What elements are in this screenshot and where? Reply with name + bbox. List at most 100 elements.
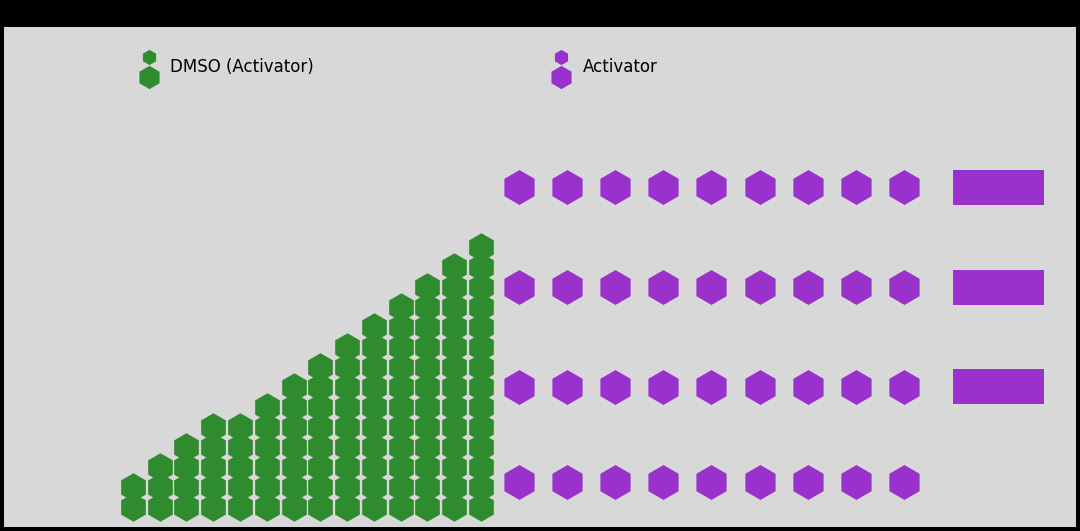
Point — [178, 483, 195, 491]
Point — [510, 477, 527, 486]
Point — [392, 402, 409, 411]
Point — [285, 503, 302, 511]
Point — [419, 463, 436, 471]
Point — [848, 383, 865, 391]
Point — [285, 483, 302, 491]
Point — [510, 283, 527, 292]
Point — [365, 443, 382, 451]
Point — [510, 183, 527, 191]
Bar — [953, 270, 1043, 305]
Point — [392, 483, 409, 491]
Point — [312, 463, 329, 471]
Point — [140, 73, 158, 81]
Point — [419, 423, 436, 431]
Point — [312, 483, 329, 491]
Point — [553, 53, 570, 62]
Point — [204, 483, 221, 491]
Point — [312, 443, 329, 451]
Point — [472, 463, 489, 471]
Point — [472, 283, 489, 292]
Point — [285, 463, 302, 471]
Point — [312, 503, 329, 511]
Point — [446, 383, 463, 391]
Point — [204, 463, 221, 471]
Point — [338, 483, 355, 491]
Point — [703, 477, 720, 486]
Point — [654, 283, 672, 292]
Point — [799, 183, 816, 191]
Point — [231, 463, 248, 471]
Point — [446, 323, 463, 331]
Point — [204, 423, 221, 431]
Point — [258, 443, 275, 451]
Point — [446, 263, 463, 271]
Point — [419, 402, 436, 411]
Point — [446, 303, 463, 311]
Point — [419, 283, 436, 292]
Point — [606, 283, 623, 292]
Point — [365, 342, 382, 351]
Point — [419, 303, 436, 311]
Point — [446, 283, 463, 292]
Point — [419, 483, 436, 491]
Point — [258, 503, 275, 511]
Point — [338, 463, 355, 471]
Point — [799, 477, 816, 486]
Point — [231, 423, 248, 431]
Point — [558, 477, 576, 486]
Point — [392, 443, 409, 451]
Point — [140, 53, 158, 62]
Point — [472, 243, 489, 251]
Point — [392, 503, 409, 511]
Point — [124, 503, 141, 511]
Point — [365, 323, 382, 331]
Point — [419, 443, 436, 451]
Point — [392, 323, 409, 331]
Point — [285, 383, 302, 391]
Point — [606, 183, 623, 191]
Point — [365, 383, 382, 391]
Point — [895, 183, 913, 191]
Point — [392, 423, 409, 431]
Point — [558, 183, 576, 191]
Point — [392, 303, 409, 311]
Point — [365, 483, 382, 491]
Point — [365, 503, 382, 511]
Point — [338, 402, 355, 411]
Point — [204, 503, 221, 511]
Point — [204, 443, 221, 451]
Point — [472, 443, 489, 451]
Point — [178, 503, 195, 511]
Text: Activator: Activator — [583, 58, 658, 76]
Point — [703, 183, 720, 191]
Point — [285, 443, 302, 451]
Point — [419, 383, 436, 391]
Point — [419, 342, 436, 351]
Bar — [953, 370, 1043, 405]
Bar — [953, 169, 1043, 204]
Point — [472, 383, 489, 391]
Point — [231, 443, 248, 451]
Point — [285, 423, 302, 431]
Point — [338, 503, 355, 511]
Point — [799, 283, 816, 292]
Point — [285, 402, 302, 411]
Point — [392, 363, 409, 371]
Point — [231, 503, 248, 511]
Point — [848, 183, 865, 191]
Point — [472, 263, 489, 271]
Point — [365, 423, 382, 431]
Point — [151, 483, 168, 491]
Point — [895, 477, 913, 486]
Point — [472, 323, 489, 331]
Point — [258, 483, 275, 491]
Point — [553, 73, 570, 81]
Point — [178, 443, 195, 451]
Point — [338, 342, 355, 351]
Point — [419, 503, 436, 511]
Point — [446, 363, 463, 371]
Point — [312, 423, 329, 431]
Point — [419, 363, 436, 371]
Point — [654, 183, 672, 191]
Point — [312, 402, 329, 411]
